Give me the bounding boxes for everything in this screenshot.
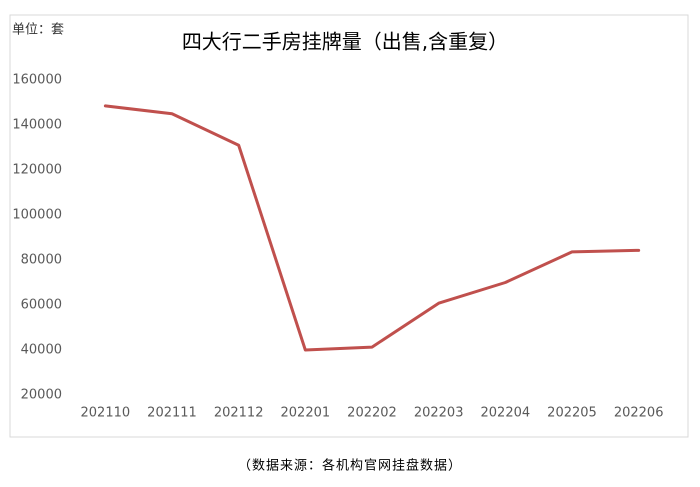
chart-frame bbox=[9, 14, 689, 438]
x-tick-label: 202203 bbox=[414, 406, 464, 421]
source-note: （数据来源：各机构官网挂盘数据） bbox=[238, 458, 462, 474]
y-tick-label: 160000 bbox=[12, 73, 62, 88]
y-tick-label: 100000 bbox=[12, 208, 62, 223]
x-tick-label: 202201 bbox=[281, 406, 331, 421]
x-tick-label: 202112 bbox=[214, 406, 264, 421]
y-tick-label: 120000 bbox=[12, 163, 62, 178]
x-tick-label: 202204 bbox=[481, 406, 531, 421]
x-tick-label: 202110 bbox=[81, 406, 131, 421]
x-tick-label: 202206 bbox=[614, 406, 664, 421]
x-tick-label: 202202 bbox=[347, 406, 397, 421]
chart-title: 四大行二手房挂牌量（出售,含重复） bbox=[182, 30, 508, 54]
x-tick-label: 202205 bbox=[547, 406, 597, 421]
y-tick-label: 40000 bbox=[21, 343, 62, 358]
data-line bbox=[103, 104, 641, 352]
y-tick-label: 140000 bbox=[12, 118, 62, 133]
x-tick-label: 202111 bbox=[147, 406, 197, 421]
y-tick-label: 80000 bbox=[21, 253, 62, 268]
unit-label: 单位：套 bbox=[12, 22, 64, 38]
y-tick-label: 20000 bbox=[21, 388, 62, 403]
y-tick-label: 60000 bbox=[21, 298, 62, 313]
